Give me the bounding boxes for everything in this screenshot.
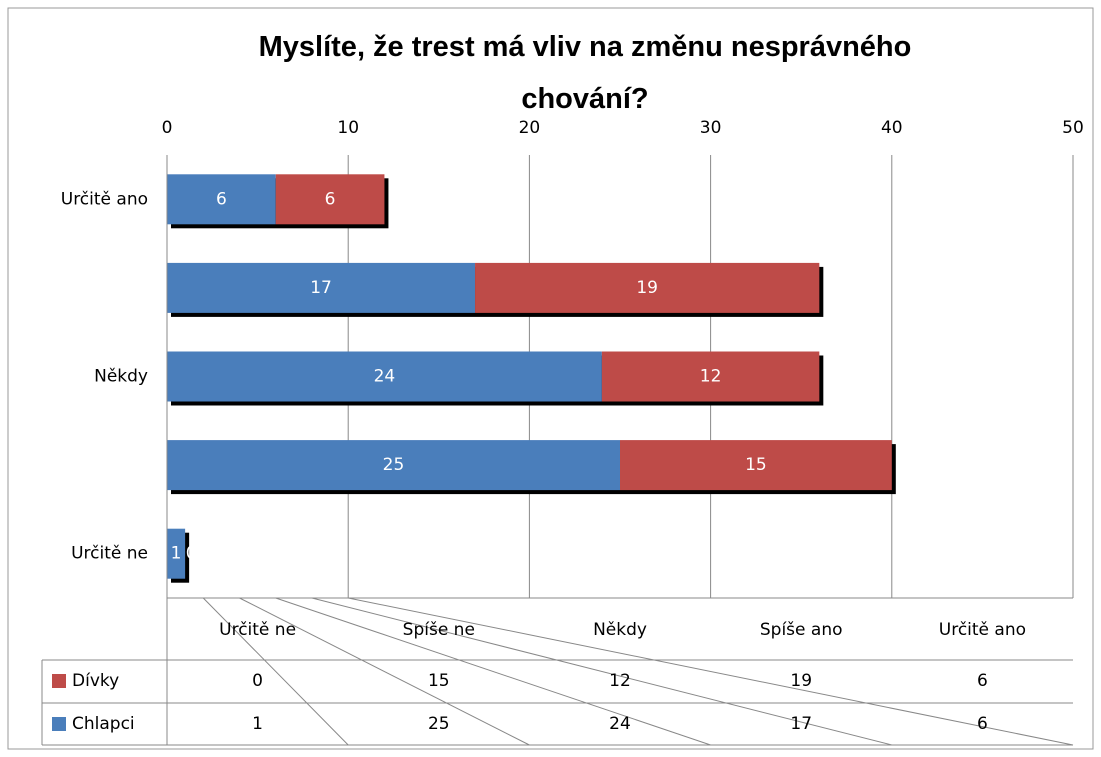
bar [620, 440, 892, 491]
x-tick-label: 0 [162, 118, 173, 138]
data-label: 24 [374, 367, 396, 387]
legend-key [52, 674, 66, 688]
data-label: 12 [700, 367, 722, 387]
data-label: 25 [383, 455, 405, 475]
table-header: Určitě ne [219, 620, 296, 640]
table-cell: 6 [977, 671, 988, 691]
table-header: Spíše ano [760, 620, 843, 640]
table-line [275, 597, 711, 746]
table-cell: 1 [252, 714, 263, 734]
bar [167, 440, 620, 491]
table-cell: 12 [609, 671, 631, 691]
bar [475, 262, 820, 313]
bar [167, 262, 476, 313]
table-header: Spíše ne [403, 620, 475, 640]
bar [167, 351, 602, 402]
data-label: 1 [171, 544, 182, 564]
table-cell: 19 [790, 671, 812, 691]
bar [167, 174, 276, 225]
x-tick-label: 30 [700, 118, 722, 138]
bar [601, 351, 820, 402]
table-cell: 15 [428, 671, 450, 691]
x-tick-label: 50 [1062, 118, 1084, 138]
table-cell: 17 [790, 714, 812, 734]
table-cell: 6 [977, 714, 988, 734]
table-header: Určitě ano [939, 620, 1026, 640]
y-tick-label: Určitě ne [71, 544, 148, 564]
table-cell: 25 [428, 714, 450, 734]
y-tick-label: Určitě ano [61, 189, 148, 209]
data-label: 6 [216, 189, 227, 209]
table-line [239, 597, 530, 746]
table-cell: 24 [609, 714, 631, 734]
data-label: 19 [636, 278, 658, 298]
bar [167, 528, 186, 579]
table-line [202, 597, 349, 746]
bar [275, 174, 385, 225]
x-tick-label: 40 [881, 118, 903, 138]
x-tick-label: 20 [519, 118, 541, 138]
legend-label: Dívky [72, 671, 119, 691]
y-tick-label: Někdy [94, 367, 148, 387]
data-label: 15 [745, 455, 767, 475]
legend-label: Chlapci [72, 714, 135, 734]
data-label: 0 [186, 544, 197, 564]
data-label: 6 [325, 189, 336, 209]
chart-title: Myslíte, že trest má vliv na změnu nespr… [259, 31, 912, 115]
x-tick-label: 10 [337, 118, 359, 138]
table-header: Někdy [593, 620, 647, 640]
data-label: 17 [310, 278, 332, 298]
table-line [348, 597, 1074, 746]
table-line [311, 597, 892, 746]
legend-key [52, 717, 66, 731]
table-cell: 0 [252, 671, 263, 691]
